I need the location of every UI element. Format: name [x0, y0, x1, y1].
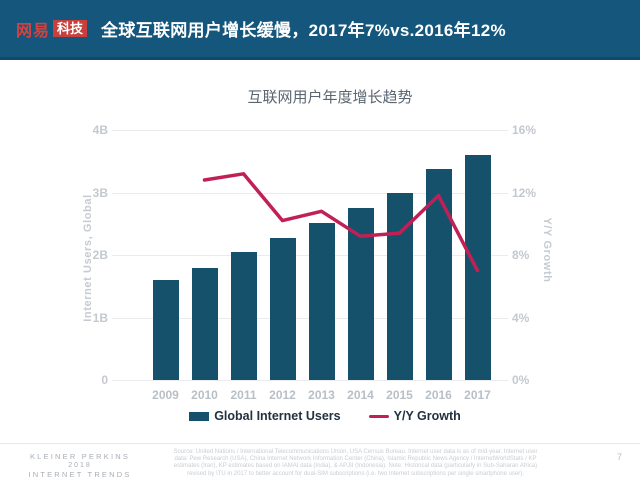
source-line: estimates (Iran), KP estimates based on … — [173, 463, 538, 470]
bar-2011 — [230, 251, 257, 380]
legend-item: Global Internet Users — [189, 409, 341, 423]
bar-2017 — [464, 155, 491, 380]
bar-2009 — [152, 280, 179, 380]
source-note: Source: United Nations / International T… — [148, 449, 563, 478]
right-axis-tick: 8% — [512, 248, 530, 262]
bar-2015 — [386, 192, 413, 380]
legend-label: Global Internet Users — [214, 409, 341, 423]
right-axis-tick: 0% — [512, 373, 530, 387]
x-axis-tick: 2010 — [191, 388, 218, 402]
logo-brand-text: 网易 — [16, 22, 51, 40]
legend-swatch-rect — [189, 411, 210, 421]
source-line: Source: United Nations / International T… — [173, 449, 538, 455]
x-axis-tick: 2013 — [308, 388, 335, 402]
bar-series — [146, 130, 497, 380]
kp-brand-line: KLEINER PERKINS — [29, 452, 131, 461]
left-axis-tick: 2B — [92, 248, 108, 262]
right-axis-tick: 12% — [512, 185, 537, 200]
x-axis-tick: 2012 — [269, 388, 296, 402]
source-line: revised by ITU in 2017 to better account… — [187, 470, 524, 477]
legend: Global Internet Users Y/Y Growth — [10, 409, 640, 423]
right-axis-tick: 16% — [512, 123, 537, 137]
left-axis-tick: 3B — [92, 185, 108, 200]
right-axis-tick: 4% — [512, 310, 530, 325]
kp-report-line: INTERNET TRENDS — [28, 470, 132, 479]
bar-2010 — [191, 267, 218, 380]
kp-year-line: 2018 — [68, 462, 92, 469]
legend-label: Y/Y Growth — [393, 409, 461, 423]
left-axis-tick: 4B — [92, 123, 108, 137]
left-axis-tick: 1B — [92, 310, 108, 325]
bar-2016 — [425, 169, 452, 380]
bar-2012 — [269, 238, 296, 380]
x-axis-tick: 2014 — [347, 388, 374, 402]
bar-2013 — [308, 222, 335, 380]
logo-sub-badge: 科技 — [53, 20, 88, 37]
footer-divider — [0, 443, 640, 444]
x-axis-tick: 2016 — [425, 388, 452, 402]
left-axis-tick: 0 — [101, 373, 108, 387]
slide-title: 全球互联网用户增长缓慢，2017年7%vs.2016年12% — [101, 21, 506, 40]
page-number: 7 — [616, 452, 622, 462]
x-axis-tick: 2017 — [464, 388, 491, 402]
bar-2014 — [347, 208, 374, 380]
x-axis-tick: 2009 — [152, 388, 179, 402]
x-axis-tick: 2011 — [230, 388, 257, 402]
x-axis-tick: 2015 — [386, 388, 413, 402]
gridline — [112, 380, 508, 381]
source-line: data: Pew Research (USA), China Internet… — [174, 456, 537, 463]
netease-tech-logo: 网易 科技 — [16, 17, 88, 41]
header-bar: 网易 科技 全球互联网用户增长缓慢，2017年7%vs.2016年12% — [0, 0, 640, 60]
legend-item: Y/Y Growth — [368, 409, 461, 423]
gridline — [112, 130, 508, 131]
kleiner-perkins-branding: KLEINER PERKINS 2018 INTERNET TRENDS — [15, 452, 145, 479]
legend-swatch-line — [368, 414, 389, 418]
chart-title: 互联网用户年度增长趋势 — [247, 89, 413, 106]
